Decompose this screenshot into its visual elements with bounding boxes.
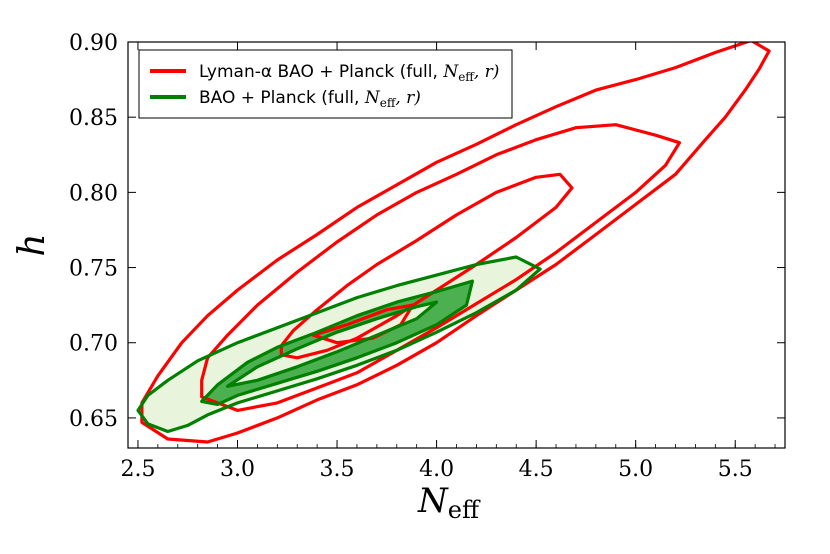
y-tick-label: 0.85 [69,106,118,131]
x-tick-label: 5.5 [718,457,753,482]
x-tick-label: 2.5 [120,457,155,482]
legend-entry-bao-tail: , r) [395,88,421,108]
legend-box [138,49,513,119]
legend-entry-bao-math: N [364,88,381,108]
legend-entry-lyman-main: Lyman-α BAO + Planck (full, [199,62,443,82]
x-axis-label-sub: eff [448,496,481,524]
x-tick-label: 3.0 [220,457,255,482]
y-tick-label: 0.70 [69,332,118,357]
legend: Lyman-α BAO + Planck (full, Neff, r) BAO… [138,49,513,119]
green-contour-2-sigma [136,255,542,434]
x-tick-label: 3.5 [320,457,355,482]
green-1sigma-fill [201,281,473,405]
legend-entry-bao: BAO + Planck (full, Neff, r) [199,88,421,110]
y-axis-label: h [12,233,53,256]
x-axis-label-main: N [417,481,449,521]
red-contour-1-sigma [200,123,682,412]
x-tick-label: 4.5 [519,457,554,482]
green-contour-1-sigma-hole [225,300,439,388]
green-contour-1-sigma [200,279,474,406]
legend-entry-bao-main: BAO + Planck (full, [199,88,365,108]
x-tick-label: 4.0 [419,457,454,482]
y-tick-label: 0.90 [69,31,118,56]
x-axis-label: Neff [417,481,481,524]
legend-entry-bao-sub: eff [380,96,397,110]
plot-area [136,42,771,444]
y-tick-label: 0.80 [69,181,118,206]
legend-entry-lyman-tail: , r) [474,62,500,82]
legend-entry-lyman-sub: eff [458,70,475,84]
red-contour-2-sigma [140,42,771,444]
axis-ticks: 2.5 3.0 3.5 4.0 4.5 5.0 5.5 0.65 0.70 0.75 0.80 0.8… [69,31,785,482]
legend-entry-lyman-math: N [442,62,459,82]
y-tick-label: 0.65 [69,407,118,432]
legend-entry-lyman: Lyman-α BAO + Planck (full, Neff, r) [199,62,499,84]
red-contour-island [311,303,415,345]
x-tick-label: 5.0 [618,457,653,482]
y-tick-label: 0.75 [69,257,118,282]
red-contour-inner [279,172,574,360]
